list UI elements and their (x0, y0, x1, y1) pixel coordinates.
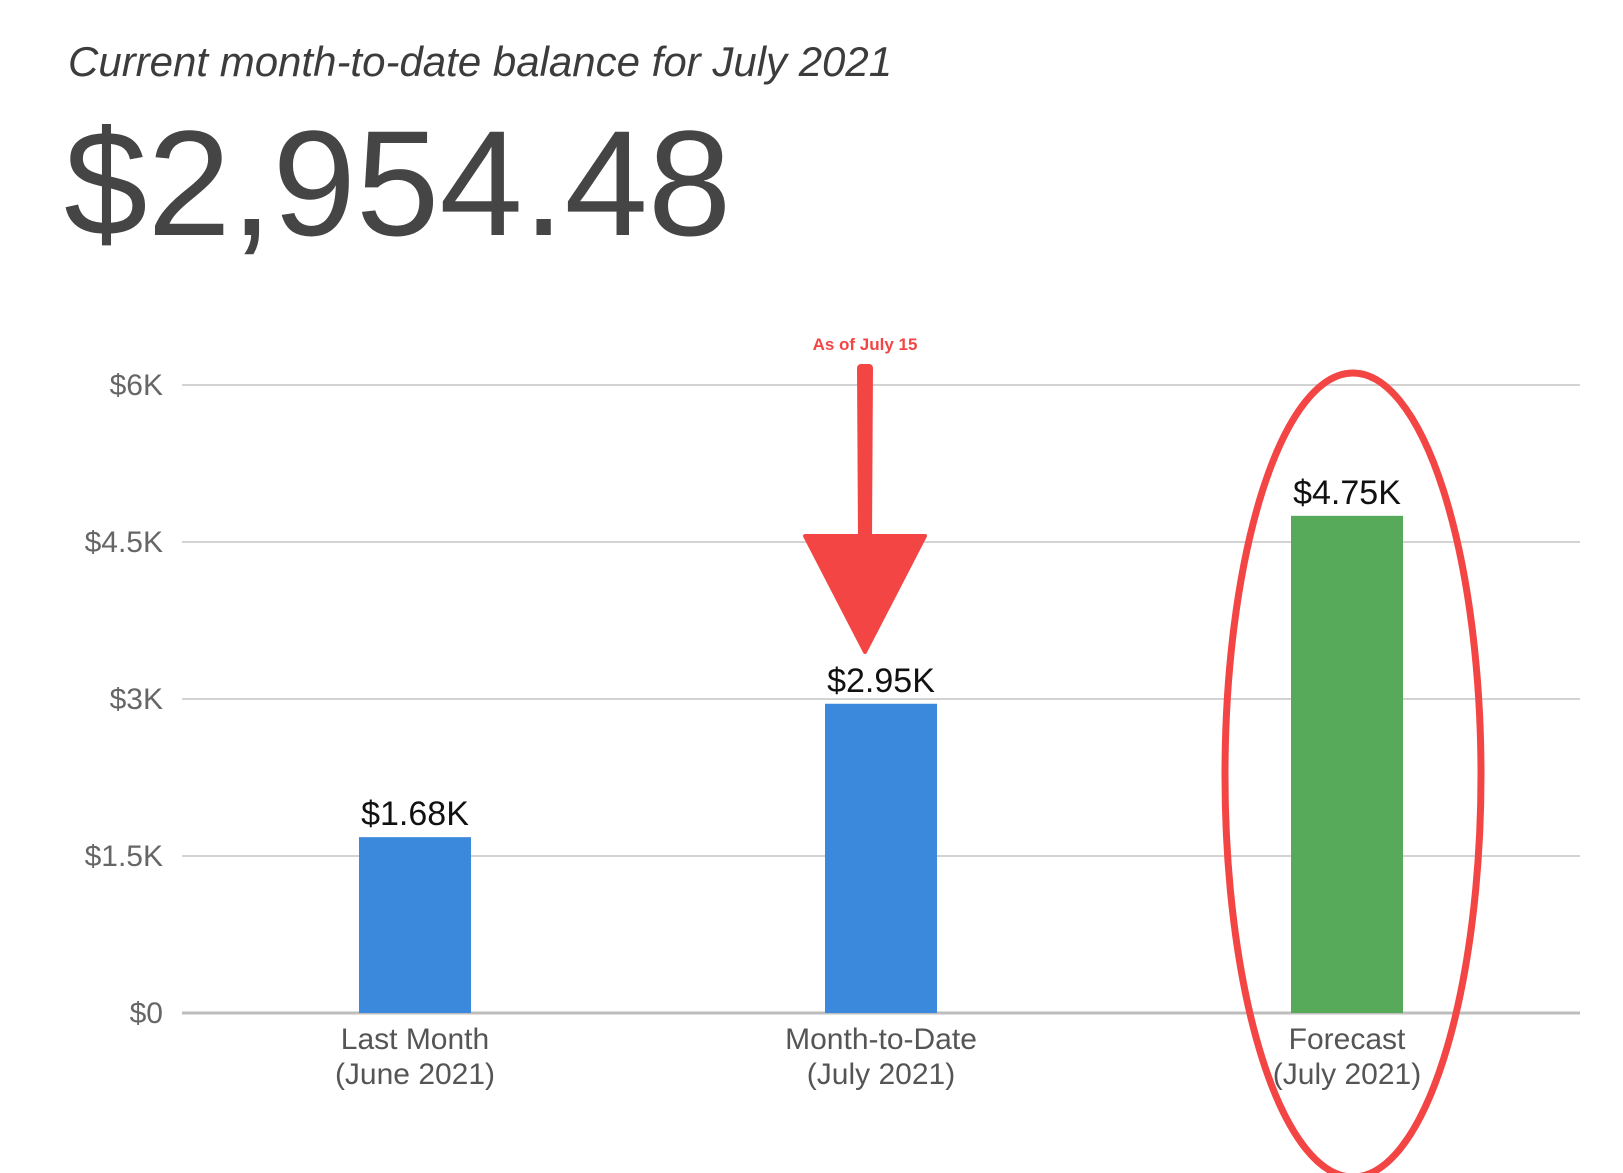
y-tick-label: $0 (130, 997, 163, 1030)
x-tick-label: (July 2021) (807, 1058, 955, 1091)
y-tick-label: $6K (110, 369, 163, 402)
x-tick-label: (June 2021) (335, 1058, 495, 1091)
x-tick-label: Forecast (1289, 1023, 1406, 1056)
balance-amount: $2,954.48 (64, 99, 732, 267)
y-tick-label: $4.5K (85, 526, 163, 559)
bar-value-label: $1.68K (361, 795, 469, 833)
bar-value-label: $2.95K (827, 662, 935, 700)
x-tick-label: Last Month (341, 1023, 489, 1056)
arrow-annotation-label: As of July 15 (813, 335, 918, 354)
y-tick-label: $1.5K (85, 840, 163, 873)
bar-value-label: $4.75K (1293, 474, 1401, 512)
bar (1291, 515, 1403, 1013)
arrow-head (803, 534, 927, 654)
bar (359, 837, 471, 1013)
x-tick-label: (July 2021) (1273, 1058, 1421, 1091)
page-subtitle: Current month-to-date balance for July 2… (68, 38, 893, 85)
x-tick-label: Month-to-Date (785, 1023, 977, 1056)
y-tick-label: $3K (110, 683, 163, 716)
bar (825, 703, 937, 1013)
highlight-ellipse (1221, 369, 1485, 1173)
arrow-shaft (857, 364, 873, 544)
